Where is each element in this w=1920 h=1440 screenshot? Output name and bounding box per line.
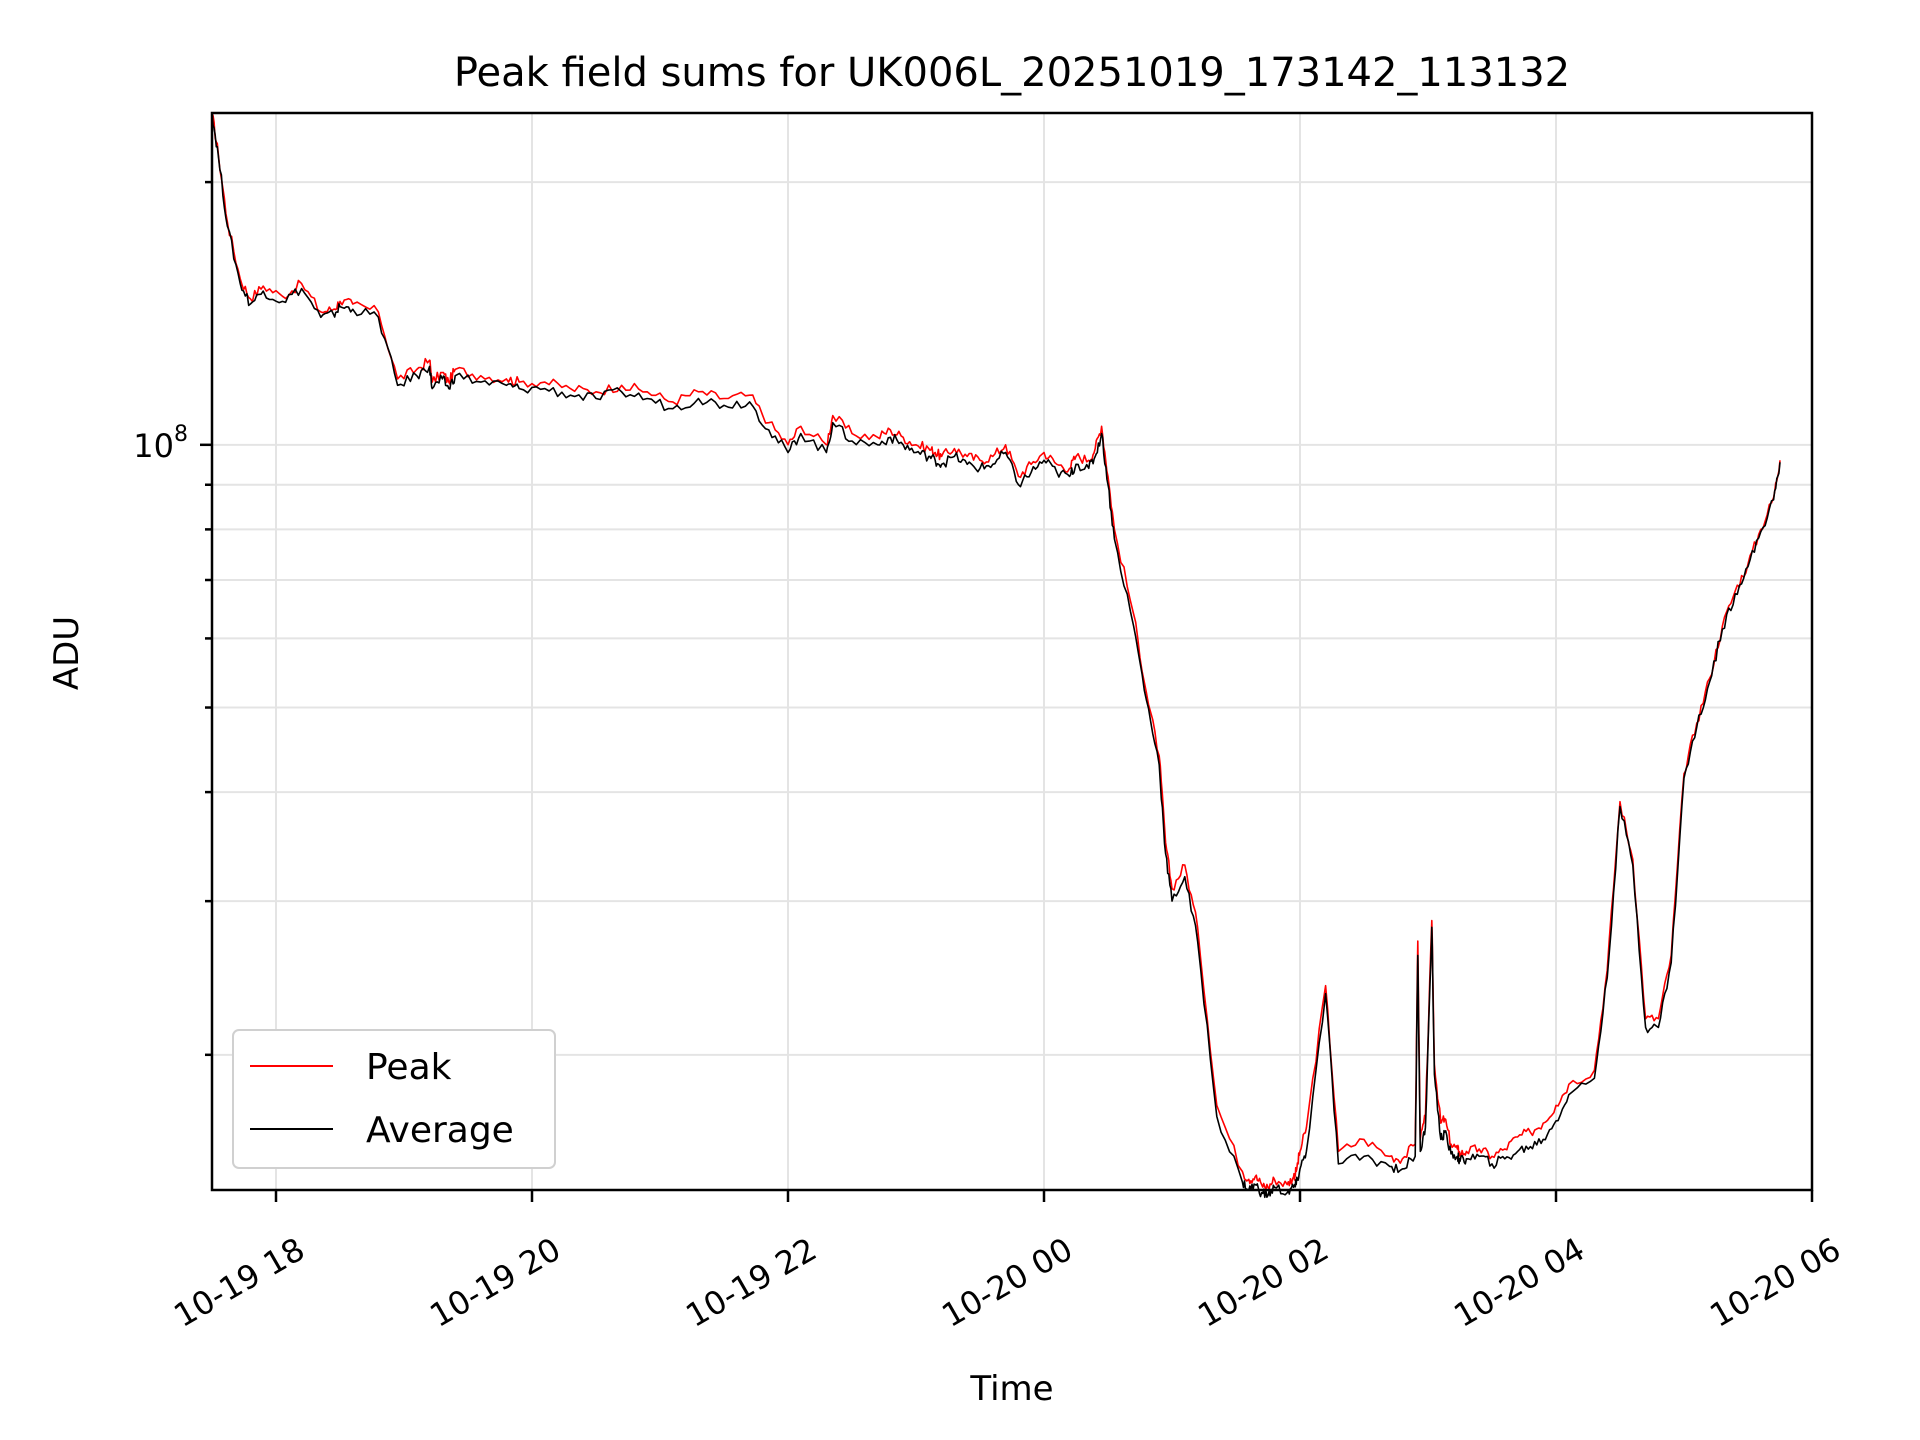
x-tick-label: 10-20 00 [935, 1230, 1079, 1335]
x-tick-label: 10-19 20 [423, 1230, 567, 1335]
legend-label-average: Average [366, 1110, 514, 1151]
x-tick-label: 10-19 18 [167, 1230, 311, 1335]
grid-layer [212, 113, 1813, 1190]
x-tick-label: 10-19 22 [679, 1230, 823, 1335]
series-line-average [211, 112, 1781, 1199]
y-tick-label: 108 [133, 422, 188, 465]
axes-frame [210, 111, 1814, 1192]
legend-label-peak: Peak [366, 1047, 452, 1088]
legend: Peak Average [232, 1029, 556, 1169]
x-tick-label: 10-20 02 [1191, 1230, 1335, 1335]
x-axis-label: Time [969, 1369, 1053, 1409]
series-line-peak [211, 112, 1781, 1191]
series-layer [211, 112, 1781, 1199]
chart-title: Peak field sums for UK006L_20251019_1731… [454, 50, 1570, 96]
legend-box [232, 1029, 556, 1169]
x-tick-label: 10-20 06 [1703, 1230, 1847, 1335]
x-tick-label: 10-20 04 [1447, 1230, 1591, 1335]
y-axis-label: ADU [47, 616, 87, 690]
